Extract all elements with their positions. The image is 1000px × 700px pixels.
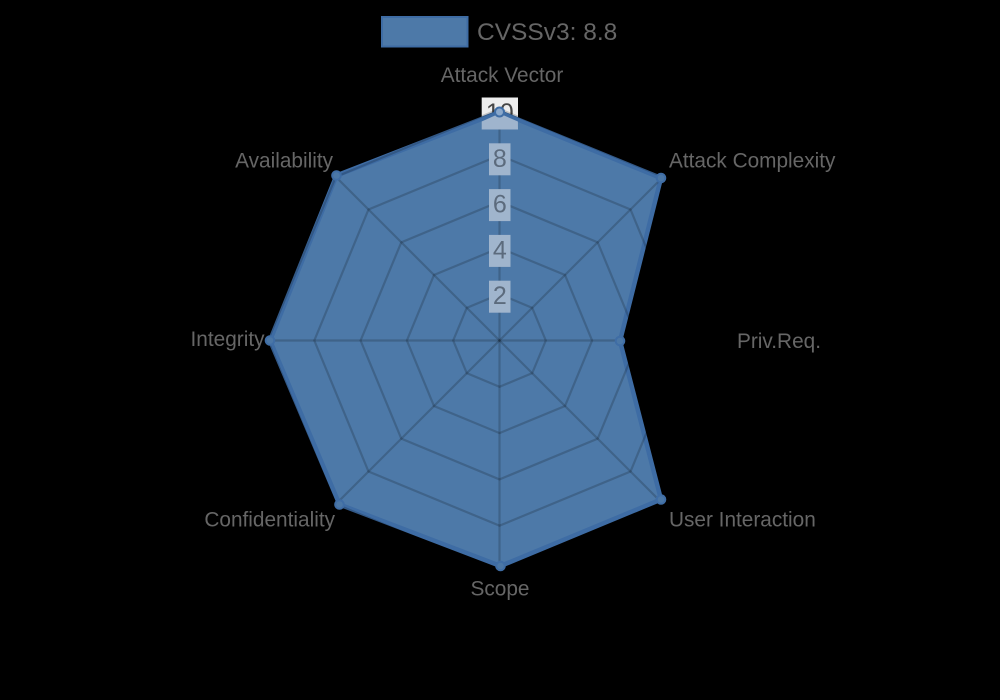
svg-text:Scope: Scope [471, 578, 530, 601]
svg-text:4: 4 [493, 236, 507, 264]
svg-text:2: 2 [493, 282, 507, 310]
svg-text:Priv.Req.: Priv.Req. [737, 330, 821, 353]
svg-text:Attack Vector: Attack Vector [441, 64, 564, 87]
svg-text:Confidentiality: Confidentiality [204, 509, 335, 532]
svg-text:Availability: Availability [235, 150, 333, 173]
svg-text:8: 8 [493, 145, 507, 173]
svg-text:User Interaction: User Interaction [669, 509, 816, 532]
svg-text:CVSSv3: 8.8: CVSSv3: 8.8 [477, 19, 617, 46]
svg-text:Integrity: Integrity [191, 328, 266, 351]
svg-text:6: 6 [493, 191, 507, 219]
svg-text:Attack Complexity: Attack Complexity [669, 150, 836, 173]
